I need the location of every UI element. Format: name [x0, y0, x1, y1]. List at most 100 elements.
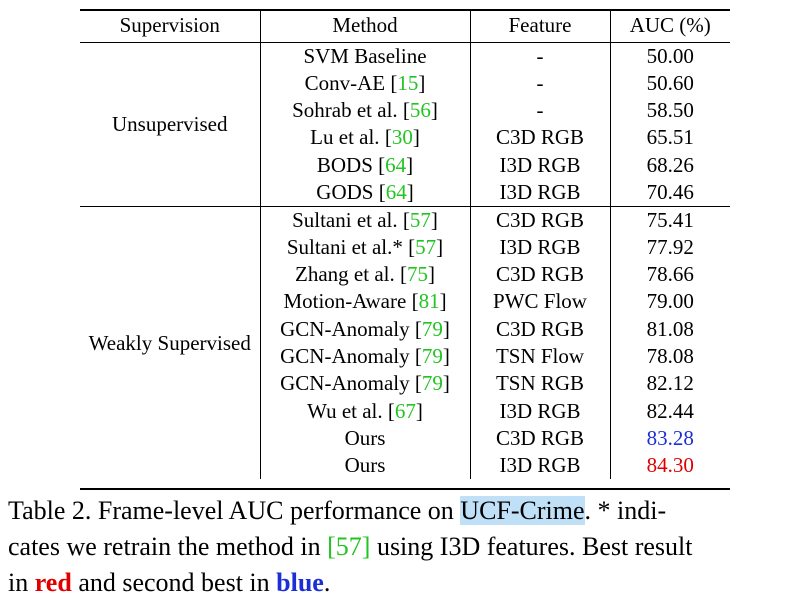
method-name: Zhang et al.: [295, 262, 395, 287]
citation-link[interactable]: 64: [385, 179, 407, 204]
auc-cell: 58.50: [646, 97, 694, 122]
header-feature: Feature: [470, 10, 611, 43]
header-method: Method: [260, 10, 471, 43]
method-cell: Conv-AE [15]: [260, 69, 471, 97]
table-caption: Table 2. Frame-level AUC performance on …: [8, 493, 798, 601]
caption-text: . * indi-: [584, 496, 667, 525]
feature-cell: I3D RGB: [470, 397, 611, 425]
feature-cell: TSN Flow: [470, 342, 611, 371]
auc-cell: 82.44: [646, 398, 694, 423]
feature-cell: C3D RGB: [470, 124, 611, 152]
method-name: Wu et al.: [307, 398, 383, 423]
supervision-cell: Weakly Supervised: [80, 206, 261, 480]
feature-cell: PWC Flow: [470, 288, 611, 316]
auc-cell: 65.51: [646, 125, 694, 150]
method-cell: Lu et al. [30]: [260, 124, 471, 152]
method-name: GODS: [316, 179, 374, 204]
table-row: Ours I3D RGB 84.30: [80, 452, 730, 480]
method-name: GCN-Anomaly: [280, 344, 410, 369]
feature-cell: I3D RGB: [470, 452, 611, 480]
method-cell: Ours: [260, 452, 471, 480]
citation-link[interactable]: 75: [406, 262, 428, 287]
method-cell: GODS [64]: [260, 178, 471, 207]
caption-line-2: cates we retrain the method in [57] usin…: [8, 529, 798, 565]
table-row: GCN-Anomaly [79] C3D RGB 81.08: [80, 315, 730, 343]
method-cell: Wu et al. [67]: [260, 397, 471, 425]
table-row: Ours C3D RGB 83.28: [80, 424, 730, 453]
method-name: Sultani et al.*: [286, 234, 403, 259]
feature-cell: -: [470, 42, 611, 70]
method-cell: Sultani et al.* [57]: [260, 233, 471, 261]
dataset-highlight: UCF-Crime: [460, 496, 585, 525]
citation-link[interactable]: 79: [421, 371, 443, 396]
method-cell: GCN-Anomaly [79]: [260, 315, 471, 343]
feature-cell: I3D RGB: [470, 151, 611, 179]
feature-cell: C3D RGB: [470, 206, 611, 234]
table-row: BODS [64] I3D RGB 68.26: [80, 151, 730, 179]
method-name: GCN-Anomaly: [280, 316, 410, 341]
table-row: Conv-AE [15] - 50.60: [80, 69, 730, 97]
method-cell: SVM Baseline: [260, 42, 471, 70]
header-auc: AUC (%): [610, 10, 730, 43]
header-row: Supervision Method Feature AUC (%): [80, 10, 730, 43]
results-table: Supervision Method Feature AUC (%) Unsup…: [80, 10, 730, 480]
method-cell: GCN-Anomaly [79]: [260, 370, 471, 398]
feature-cell: -: [470, 69, 611, 97]
table-row: GCN-Anomaly [79] TSN RGB 82.12: [80, 370, 730, 398]
table-row: Lu et al. [30] C3D RGB 65.51: [80, 124, 730, 152]
table-row: Weakly Supervised Sultani et al. [57] C3D …: [80, 206, 730, 480]
table-row: Zhang et al. [75] C3D RGB 78.66: [80, 260, 730, 289]
feature-cell: TSN RGB: [470, 370, 611, 398]
table-row: GODS [64] I3D RGB 70.46: [80, 178, 730, 207]
caption-text: and second best in: [71, 568, 277, 597]
feature-cell: C3D RGB: [470, 315, 611, 343]
caption-text: in: [8, 568, 35, 597]
method-cell: GCN-Anomaly [79]: [260, 342, 471, 371]
table-row: Sultani et al.* [57] I3D RGB 77.92: [80, 233, 730, 261]
auc-cell: 81.08: [646, 316, 694, 341]
feature-cell: C3D RGB: [470, 260, 611, 289]
method-name: SVM Baseline: [303, 43, 427, 68]
citation-link[interactable]: 79: [421, 316, 443, 341]
citation-link[interactable]: 57: [409, 207, 431, 232]
auc-cell: 84.30: [646, 453, 694, 478]
table-row: GCN-Anomaly [79] TSN Flow 78.08: [80, 342, 730, 371]
citation-link[interactable]: 15: [397, 70, 419, 95]
method-name: Ours: [344, 453, 386, 478]
auc-cell: 50.60: [646, 70, 694, 95]
auc-cell: 78.66: [646, 262, 694, 287]
auc-cell: 77.92: [646, 234, 694, 259]
caption-text: using I3D features. Best result: [370, 532, 693, 561]
method-name: Ours: [344, 425, 386, 450]
auc-cell: 70.46: [610, 178, 730, 207]
method-name: Sohrab et al.: [292, 97, 398, 122]
table-row: Sohrab et al. [56] - 58.50: [80, 96, 730, 125]
method-cell: Ours: [260, 424, 471, 453]
method-name: Conv-AE: [304, 70, 386, 95]
method-name: Lu et al.: [310, 125, 380, 150]
method-cell: Zhang et al. [75]: [260, 260, 471, 289]
citation-link[interactable]: 79: [421, 344, 443, 369]
auc-cell: 83.28: [646, 425, 694, 450]
feature-cell: I3D RGB: [470, 233, 611, 261]
citation-link[interactable]: 30: [391, 125, 413, 150]
supervision-cell: Unsupervised: [80, 42, 261, 207]
citation-link[interactable]: [57]: [327, 532, 371, 561]
method-name: Sultani et al.: [292, 207, 398, 232]
citation-link[interactable]: 81: [418, 289, 440, 314]
caption-text: Table 2. Frame-level AUC performance on: [8, 496, 461, 525]
auc-cell: 79.00: [646, 289, 694, 314]
auc-cell: 75.41: [646, 207, 694, 232]
citation-link[interactable]: 57: [415, 234, 437, 259]
method-name: GCN-Anomaly: [280, 371, 410, 396]
citation-link[interactable]: 64: [385, 152, 407, 177]
table-row: Wu et al. [67] I3D RGB 82.44: [80, 397, 730, 425]
caption-line-3: in red and second best in blue.: [8, 565, 798, 601]
citation-link[interactable]: 67: [394, 398, 416, 423]
feature-cell: -: [470, 96, 611, 125]
table-body: Unsupervised SVM Baseline -50.00 Conv-AE [1…: [80, 42, 730, 480]
auc-cell: 68.26: [646, 152, 694, 177]
citation-link[interactable]: 56: [409, 97, 431, 122]
table-row: Motion-Aware [81] PWC Flow 79.00: [80, 288, 730, 316]
caption-text: .: [323, 568, 331, 597]
